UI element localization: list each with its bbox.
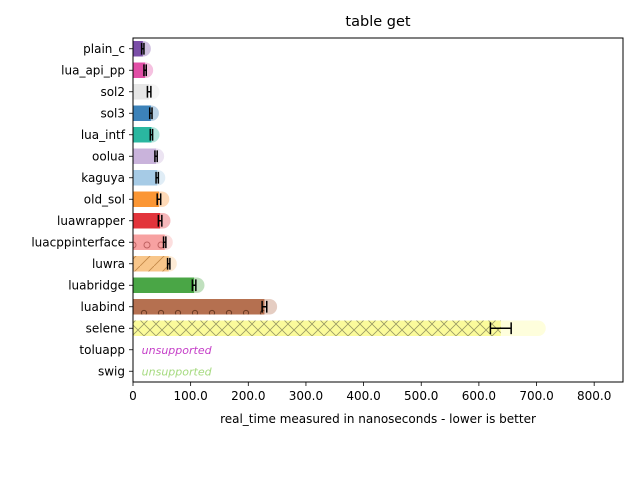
y-tick-label: luacppinterface bbox=[31, 235, 125, 249]
y-tick-label: kaguya bbox=[81, 171, 125, 185]
unsupported-label: unsupported bbox=[142, 365, 213, 378]
bar-hatch bbox=[133, 320, 501, 336]
y-tick-label: oolua bbox=[92, 149, 125, 163]
bar bbox=[133, 148, 157, 164]
y-tick-label: selene bbox=[86, 321, 125, 335]
x-tick-label: 300.0 bbox=[289, 389, 323, 403]
bar bbox=[133, 170, 158, 186]
chart-title: table get bbox=[345, 14, 410, 30]
x-tick-label: 0 bbox=[129, 389, 137, 403]
x-tick-label: 200.0 bbox=[231, 389, 265, 403]
x-tick-label: 500.0 bbox=[404, 389, 438, 403]
x-axis-label: real_time measured in nanoseconds - lowe… bbox=[220, 412, 536, 426]
bar bbox=[133, 191, 159, 207]
y-tick-label: lua_api_pp bbox=[61, 63, 125, 77]
x-tick-label: 600.0 bbox=[462, 389, 496, 403]
y-tick-label: luawrapper bbox=[57, 214, 125, 228]
y-tick-label: sol2 bbox=[100, 85, 125, 99]
x-tick-label: 100.0 bbox=[173, 389, 207, 403]
bar-hatch bbox=[133, 277, 195, 293]
bar bbox=[133, 127, 152, 143]
y-tick-label: toluapp bbox=[79, 343, 125, 357]
x-tick-label: 700.0 bbox=[519, 389, 553, 403]
bar bbox=[133, 213, 161, 229]
y-tick-label: plain_c bbox=[83, 42, 125, 56]
y-tick-label: sol3 bbox=[100, 106, 125, 120]
y-tick-label: luabind bbox=[81, 300, 125, 314]
y-tick-label: luabridge bbox=[68, 278, 125, 292]
x-tick-label: 400.0 bbox=[346, 389, 380, 403]
plot-frame bbox=[132, 37, 624, 383]
bar bbox=[133, 84, 150, 100]
y-tick-label: old_sol bbox=[84, 192, 125, 206]
bar bbox=[133, 41, 143, 57]
bar-hatch bbox=[133, 256, 169, 272]
bar-hatch bbox=[133, 299, 265, 315]
bar bbox=[133, 62, 146, 78]
unsupported-label: unsupported bbox=[142, 344, 213, 357]
y-tick-label: swig bbox=[98, 364, 125, 378]
bar-hatch bbox=[133, 234, 165, 250]
y-tick-label: lua_intf bbox=[81, 128, 126, 142]
x-tick-label: 800.0 bbox=[577, 389, 611, 403]
y-tick-label: luwra bbox=[92, 257, 125, 271]
bar bbox=[133, 105, 151, 121]
